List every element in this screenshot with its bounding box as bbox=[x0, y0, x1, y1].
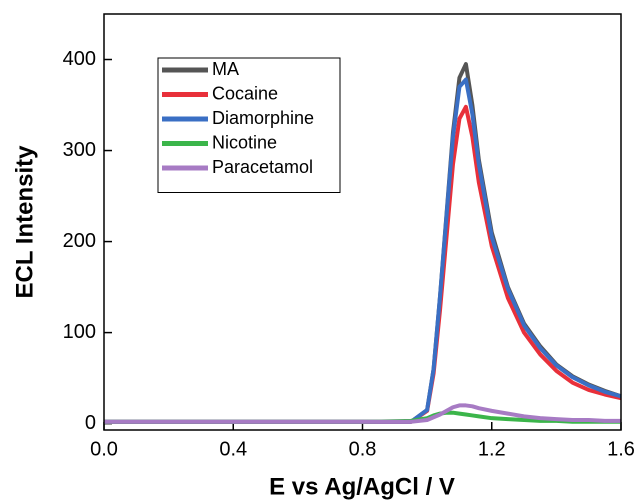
x-tick-label: 0.8 bbox=[349, 438, 377, 460]
plot-frame bbox=[103, 13, 622, 431]
y-tick-label: 400 bbox=[63, 48, 96, 70]
x-tick-label: 0.4 bbox=[219, 438, 247, 460]
y-axis-title: ECL Intensity bbox=[11, 145, 38, 299]
x-tick-label: 1.2 bbox=[478, 438, 506, 460]
data-line bbox=[104, 403, 621, 424]
x-tick-label: 1.6 bbox=[607, 438, 635, 460]
legend-label: Diamorphine bbox=[212, 108, 314, 128]
y-tick-label: 100 bbox=[63, 321, 96, 343]
y-tick-label: 0 bbox=[85, 412, 96, 434]
legend-label: Cocaine bbox=[212, 83, 278, 103]
legend-label: MA bbox=[212, 59, 239, 79]
x-axis-title: E vs Ag/AgCl / V bbox=[269, 473, 455, 500]
y-tick-label: 300 bbox=[63, 139, 96, 161]
legend-label: Nicotine bbox=[212, 132, 277, 152]
legend-label: Paracetamol bbox=[212, 157, 313, 177]
y-tick-label: 200 bbox=[63, 230, 96, 252]
x-tick-label: 0.0 bbox=[90, 438, 118, 460]
